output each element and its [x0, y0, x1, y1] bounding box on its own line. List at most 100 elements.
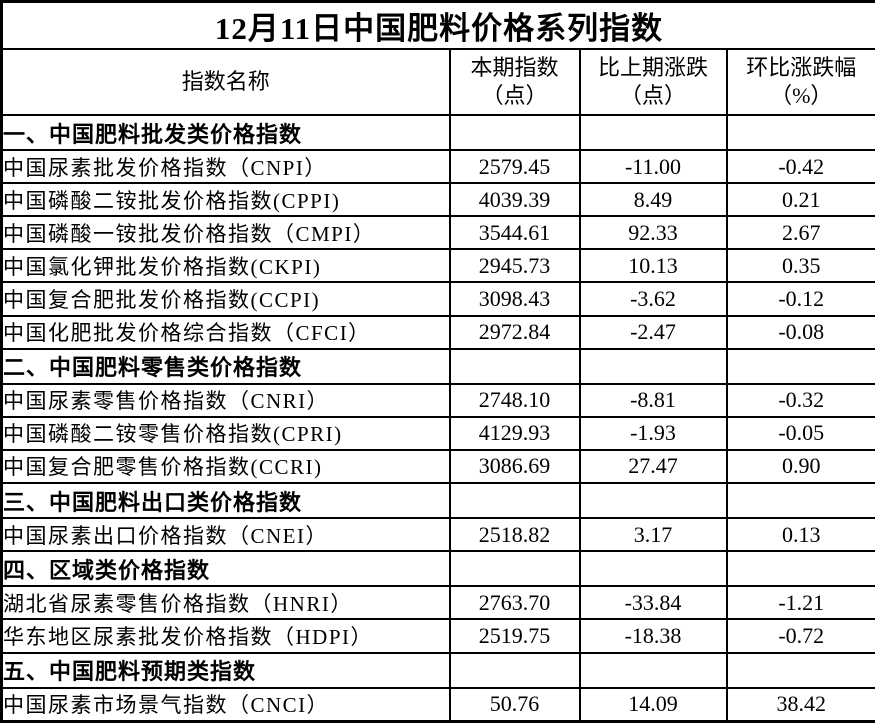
table-row: 中国磷酸二铵零售价格指数(CPRI) 4129.93 -1.93 -0.05 [0, 415, 875, 451]
empty-cell [448, 651, 581, 689]
section-title-cell: 二、中国肥料零售类价格指数 [0, 347, 451, 385]
current-index-cell: 4039.39 [448, 182, 581, 218]
empty-cell [578, 113, 728, 152]
pct-change-cell: -0.42 [725, 149, 875, 185]
col-header-change-line2: （点） [619, 83, 686, 108]
index-name-cell: 中国氯化钾批发价格指数(CKPI) [0, 248, 451, 284]
change-cell: 14.09 [578, 686, 728, 723]
pct-change-cell: -0.05 [725, 415, 875, 451]
col-header-pct-change-line2: （%） [770, 83, 833, 108]
pct-change-cell: -0.08 [725, 314, 875, 350]
empty-cell [578, 482, 728, 520]
section-row: 三、中国肥料出口类价格指数 [0, 482, 875, 520]
pct-change-cell: 0.35 [725, 248, 875, 284]
current-index-cell: 3098.43 [448, 281, 581, 317]
index-name-cell: 中国磷酸一铵批发价格指数（CMPI） [0, 215, 451, 251]
index-name-cell: 中国化肥批发价格综合指数（CFCI） [0, 314, 451, 350]
section-row: 二、中国肥料零售类价格指数 [0, 347, 875, 385]
section-row: 一、中国肥料批发类价格指数 [0, 113, 875, 152]
current-index-cell: 3086.69 [448, 448, 581, 485]
pct-change-cell: -0.12 [725, 281, 875, 317]
empty-cell [578, 347, 728, 385]
pct-change-cell: -0.72 [725, 618, 875, 654]
change-cell: 92.33 [578, 215, 728, 251]
change-cell: 8.49 [578, 182, 728, 218]
table-body: 一、中国肥料批发类价格指数 中国尿素批发价格指数（CNPI） 2579.45 -11.… [0, 113, 875, 723]
pct-change-cell: -0.32 [725, 382, 875, 418]
current-index-cell: 2519.75 [448, 618, 581, 654]
table-row: 中国磷酸一铵批发价格指数（CMPI） 3544.61 92.33 2.67 [0, 215, 875, 251]
empty-cell [725, 347, 875, 385]
pct-change-cell: 38.42 [725, 686, 875, 723]
change-cell: 3.17 [578, 517, 728, 553]
table-row: 中国磷酸二铵批发价格指数(CPPI) 4039.39 8.49 0.21 [0, 182, 875, 218]
current-index-cell: 2518.82 [448, 517, 581, 553]
table-row: 中国尿素批发价格指数（CNPI） 2579.45 -11.00 -0.42 [0, 149, 875, 185]
section-title-cell: 五、中国肥料预期类指数 [0, 651, 451, 689]
index-name-cell: 湖北省尿素零售价格指数（HNRI） [0, 585, 451, 621]
column-header-row: 指数名称 本期指数 （点） 比上期涨跌 （点） 环比涨跌幅 （%） [0, 48, 875, 116]
empty-cell [448, 347, 581, 385]
change-cell: 10.13 [578, 248, 728, 284]
current-index-cell: 4129.93 [448, 415, 581, 451]
pct-change-cell: 0.13 [725, 517, 875, 553]
pct-change-cell: 2.67 [725, 215, 875, 251]
index-name-cell: 中国磷酸二铵零售价格指数(CPRI) [0, 415, 451, 451]
empty-cell [448, 550, 581, 588]
change-cell: -1.93 [578, 415, 728, 451]
section-row: 四、区域类价格指数 [0, 550, 875, 588]
change-cell: 27.47 [578, 448, 728, 485]
empty-cell [448, 482, 581, 520]
change-cell: -3.62 [578, 281, 728, 317]
table-row: 中国尿素市场景气指数（CNCI） 50.76 14.09 38.42 [0, 686, 875, 723]
change-cell: -18.38 [578, 618, 728, 654]
index-name-cell: 中国磷酸二铵批发价格指数(CPPI) [0, 182, 451, 218]
empty-cell [725, 482, 875, 520]
section-row: 五、中国肥料预期类指数 [0, 651, 875, 689]
change-cell: -2.47 [578, 314, 728, 350]
index-name-cell: 中国复合肥批发价格指数(CCPI) [0, 281, 451, 317]
col-header-current-index-line1: 本期指数 [470, 55, 559, 80]
table-row: 中国化肥批发价格综合指数（CFCI） 2972.84 -2.47 -0.08 [0, 314, 875, 350]
current-index-cell: 2748.10 [448, 382, 581, 418]
page-title: 12月11日中国肥料价格系列指数 [0, 0, 875, 50]
section-title-cell: 四、区域类价格指数 [0, 550, 451, 588]
pct-change-cell: -1.21 [725, 585, 875, 621]
empty-cell [578, 550, 728, 588]
index-name-cell: 中国复合肥零售价格指数(CCRI) [0, 448, 451, 485]
current-index-cell: 50.76 [448, 686, 581, 723]
current-index-cell: 2945.73 [448, 248, 581, 284]
current-index-cell: 2972.84 [448, 314, 581, 350]
index-name-cell: 中国尿素市场景气指数（CNCI） [0, 686, 451, 723]
empty-cell [725, 550, 875, 588]
title-row: 12月11日中国肥料价格系列指数 [0, 0, 875, 50]
col-header-pct-change-line1: 环比涨跌幅 [746, 55, 857, 80]
index-name-cell: 中国尿素批发价格指数（CNPI） [0, 149, 451, 185]
table-row: 中国复合肥批发价格指数(CCPI) 3098.43 -3.62 -0.12 [0, 281, 875, 317]
index-name-cell: 华东地区尿素批发价格指数（HDPI） [0, 618, 451, 654]
empty-cell [578, 651, 728, 689]
change-cell: -33.84 [578, 585, 728, 621]
section-title-cell: 一、中国肥料批发类价格指数 [0, 113, 451, 152]
change-cell: -11.00 [578, 149, 728, 185]
table-row: 中国氯化钾批发价格指数(CKPI) 2945.73 10.13 0.35 [0, 248, 875, 284]
table-row: 中国尿素零售价格指数（CNRI） 2748.10 -8.81 -0.32 [0, 382, 875, 418]
col-header-change: 比上期涨跌 （点） [578, 48, 728, 116]
col-header-current-index: 本期指数 （点） [448, 48, 581, 116]
index-name-cell: 中国尿素零售价格指数（CNRI） [0, 382, 451, 418]
empty-cell [448, 113, 581, 152]
table-row: 华东地区尿素批发价格指数（HDPI） 2519.75 -18.38 -0.72 [0, 618, 875, 654]
current-index-cell: 2579.45 [448, 149, 581, 185]
col-header-pct-change: 环比涨跌幅 （%） [725, 48, 875, 116]
pct-change-cell: 0.21 [725, 182, 875, 218]
col-header-change-line1: 比上期涨跌 [597, 55, 708, 80]
table-row: 中国尿素出口价格指数（CNEI） 2518.82 3.17 0.13 [0, 517, 875, 553]
change-cell: -8.81 [578, 382, 728, 418]
section-title-cell: 三、中国肥料出口类价格指数 [0, 482, 451, 520]
empty-cell [725, 113, 875, 152]
empty-cell [725, 651, 875, 689]
current-index-cell: 3544.61 [448, 215, 581, 251]
index-name-cell: 中国尿素出口价格指数（CNEI） [0, 517, 451, 553]
